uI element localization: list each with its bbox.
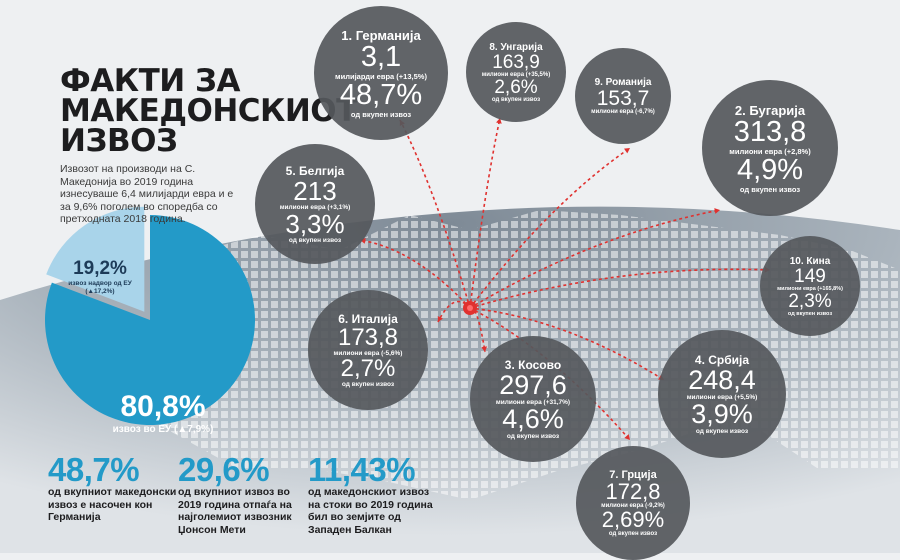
arrow-to-serbia (469, 307, 665, 381)
country-circle-belgium: 5. Белгија 213 милиони евра (+3,1%) 3,3%… (255, 144, 375, 264)
intro-text: Извозот на производи на С. Македонија во… (60, 163, 234, 225)
pie-slice-eu (44, 215, 255, 425)
eu-export-pie (44, 206, 255, 425)
arrowhead-greece (624, 434, 630, 440)
arrowhead-kosovo (481, 346, 488, 352)
country-circle-bulgaria: 2. Бугарија 313,8 милиони евра (+2,8%) 4… (702, 80, 838, 216)
stat-western-balkans-share: 11,43% од македонскиот извоз на стоки во… (308, 451, 433, 536)
country-circle-germany: 1. Германија 3,1 милијарди евра (+13,5%)… (314, 6, 448, 140)
arrow-to-belgium (359, 239, 471, 309)
country-circle-romania: 9. Романија 153,7 милиони евра (-6,7%) (575, 48, 671, 144)
arrowhead-bulgaria (714, 208, 720, 214)
arrow-to-bulgaria (469, 209, 721, 309)
arrowhead-belgium (360, 238, 366, 244)
arrowhead-romania (624, 148, 630, 154)
arrow-to-italy (437, 300, 471, 323)
country-circle-greece: 7. Грција 172,8 милиони евра (-9,2%) 2,6… (576, 446, 690, 560)
outside-eu-label: 19,2% извоз надвор од ЕУ (▲17,2%) (68, 258, 132, 295)
arrow-to-germany (399, 119, 471, 309)
country-circle-kosovo: 3. Косово 297,6 милиони евра (+31,7%) 4,… (470, 336, 596, 462)
export-arrows (359, 117, 771, 441)
country-circle-serbia: 4. Србија 248,4 милиони евра (+5,5%) 3,9… (658, 330, 786, 458)
eu-label: 80,8% извоз во ЕУ (▲7,9%) (112, 390, 214, 435)
country-circle-hungary: 8. Унгарија 163,9 милиони евра (+35,5%) … (466, 22, 566, 122)
country-circle-china: 10. Кина 149 милиони евра (+165,8%) 2,3%… (760, 236, 860, 336)
arrow-to-romania (469, 147, 631, 309)
arrow-to-china (469, 268, 771, 309)
country-circle-italy: 6. Италија 173,8 милиони евра (-5,6%) 2,… (308, 290, 428, 410)
pie-slice-outside-eu (46, 206, 145, 312)
arrowhead-italy (437, 316, 443, 322)
stat-germany-share: 48,7% од вкупниот македонски извоз е нас… (48, 451, 177, 524)
stat-johnson-matthey-share: 29,6% од вкупниот извоз во 2019 година о… (178, 451, 292, 536)
page-title: ФАКТИ ЗА МАКЕДОНСКИОТ ИЗВОЗ (60, 63, 357, 159)
arrow-to-hungary (469, 117, 501, 309)
